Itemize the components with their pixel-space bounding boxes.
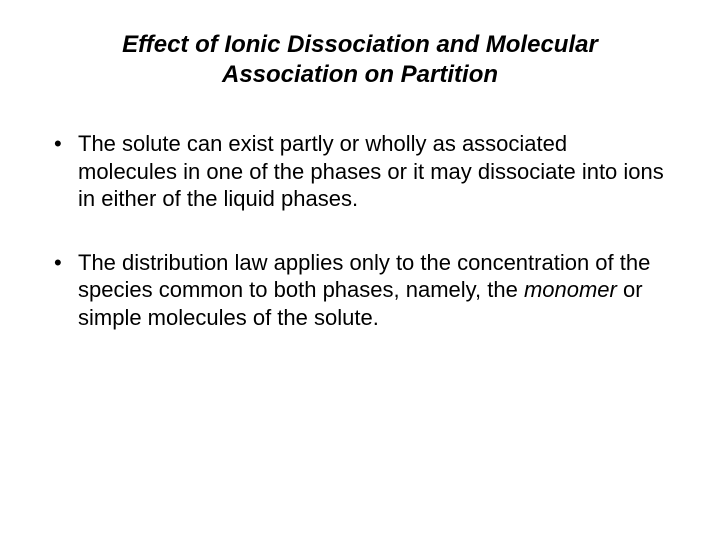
bullet-text: The solute can exist partly or wholly as… — [78, 131, 664, 211]
slide-title: Effect of Ionic Dissociation and Molecul… — [50, 30, 670, 90]
bullet-item-2: The distribution law applies only to the… — [50, 249, 670, 332]
bullet-emph: monomer — [524, 277, 617, 302]
bullet-item-1: The solute can exist partly or wholly as… — [50, 130, 670, 213]
bullet-list: The solute can exist partly or wholly as… — [50, 130, 670, 331]
